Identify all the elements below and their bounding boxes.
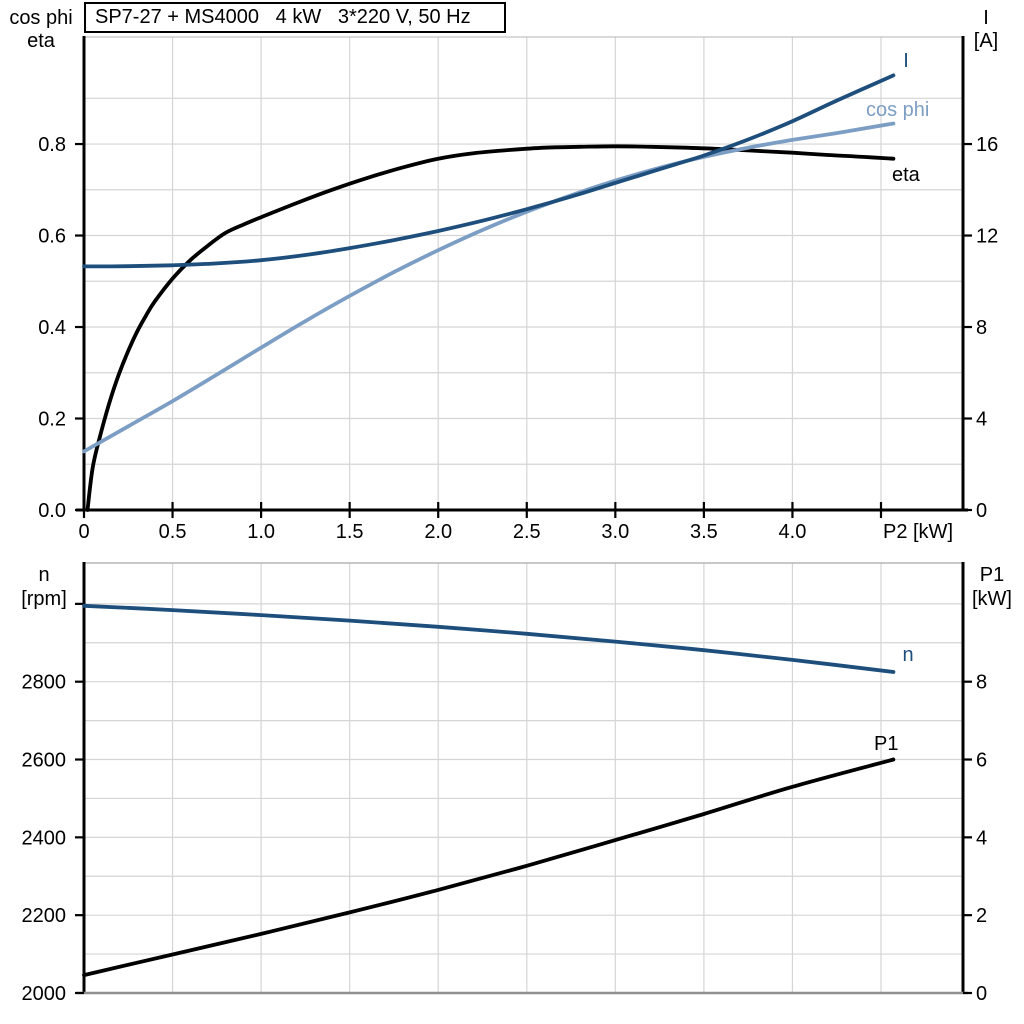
x-axis-unit-label: P2 [kW] [883,521,953,543]
top-chart: 0.0 0.2 0.4 0.6 0.8 0 4 8 12 16 0 0.5 1.0 1.5 2.0 2.5 3.… [9,7,998,543]
left-axis-tick-label: 2600 [22,750,67,772]
x-axis-tick-label: 0 [78,521,89,543]
chart-title-box: SP7-27 + MS4000 4 kW 3*220 V, 50 Hz [84,2,506,33]
left-axis-tick-label: 0.0 [38,500,66,522]
left-axis-header: cos phi [9,7,72,29]
right-axis-tick-label: 16 [976,134,998,156]
right-axis-tick-label: 8 [976,317,987,339]
tick-marks-and-labels: 2000 2200 2400 2600 2800 0 2 4 6 8 [22,602,987,1005]
left-axis-tick-label: 0.2 [38,409,66,431]
left-axis-tick-label: 0.4 [38,317,66,339]
x-axis-tick-label: 2.5 [513,521,541,543]
x-axis-tick-label: 1.0 [247,521,275,543]
curves [82,603,896,977]
i-curve [82,73,896,269]
eta-curve [85,144,896,512]
left-axis-tick-label: 2200 [22,905,67,927]
axes [76,562,968,995]
p1-curve [82,757,896,977]
x-axis-tick-label: 0.5 [159,521,187,543]
left-axis-tick-label: 2000 [22,983,67,1005]
left-axis-tick-label: 2400 [22,827,67,849]
n-curve-label: n [902,644,913,666]
left-axis-tick-label: 0.6 [38,226,66,248]
left-axis-header: n [38,564,49,586]
right-axis-header: P1 [980,564,1004,586]
axes [76,36,968,512]
x-axis-tick-label: 3.0 [601,521,629,543]
tick-marks-and-labels: 0.0 0.2 0.4 0.6 0.8 0 4 8 12 16 0 0.5 1.0 1.5 2.0 2.5 3.… [38,134,998,543]
right-axis-tick-label: 6 [976,750,987,772]
x-axis-tick-label: 4.0 [779,521,807,543]
right-axis-header: [kW] [972,588,1012,610]
curves [82,73,896,512]
right-axis-tick-label: 4 [976,409,987,431]
left-axis-tick-label: 2800 [22,672,67,694]
right-axis-tick-label: 0 [976,500,987,522]
right-axis-header: I [983,7,989,29]
p1-curve-label: P1 [874,733,898,755]
gridlines [84,37,963,510]
x-axis-tick-label: 3.5 [690,521,718,543]
x-axis-tick-label: 2.0 [424,521,452,543]
gridlines [84,563,963,993]
right-axis-tick-label: 12 [976,226,998,248]
i-curve-label: I [903,50,909,72]
right-axis-tick-label: 0 [976,983,987,1005]
right-axis-tick-label: 2 [976,905,987,927]
cos-phi-curve-label: cos phi [866,99,929,121]
x-axis-tick-label: 1.5 [336,521,364,543]
eta-curve-label: eta [892,164,921,186]
right-axis-tick-label: 8 [976,672,987,694]
left-axis-tick-label: 0.8 [38,134,66,156]
left-axis-header: eta [27,30,56,52]
left-axis-header: [rpm] [21,588,67,610]
chart-title: SP7-27 + MS4000 4 kW 3*220 V, 50 Hz [95,6,471,28]
cos-phi-curve [82,121,896,454]
right-axis-header: [A] [974,30,998,52]
right-axis-tick-label: 4 [976,827,987,849]
n-curve [82,603,896,674]
